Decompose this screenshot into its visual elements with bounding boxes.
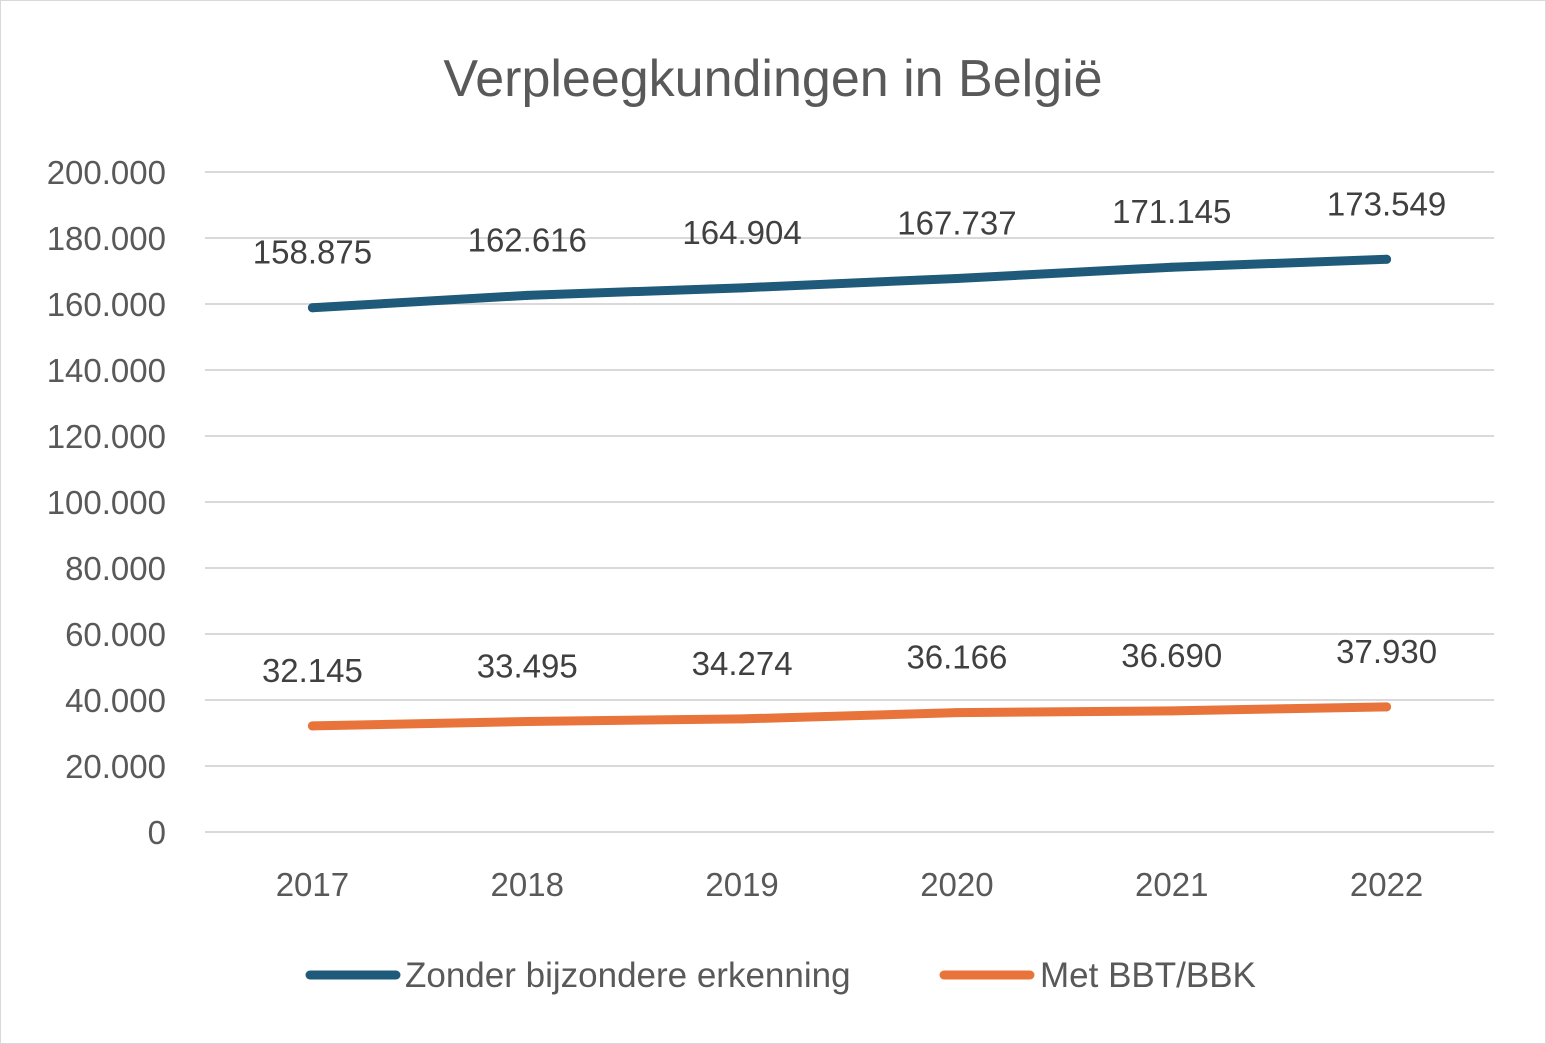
y-tick-label: 180.000 bbox=[47, 220, 166, 257]
series-line-1 bbox=[307, 254, 1392, 313]
x-tick-label: 2018 bbox=[491, 866, 564, 903]
data-labels: 158.875 162.616 164.904 167.737 171.145 173.5… bbox=[253, 185, 1446, 689]
data-label: 158.875 bbox=[253, 234, 372, 271]
x-tick-label: 2019 bbox=[705, 866, 778, 903]
x-tick-label: 2020 bbox=[920, 866, 993, 903]
data-label: 162.616 bbox=[468, 221, 587, 258]
y-tick-label: 140.000 bbox=[47, 352, 166, 389]
data-point bbox=[737, 283, 747, 293]
data-point bbox=[1382, 254, 1392, 264]
data-point bbox=[952, 273, 962, 283]
data-label: 34.274 bbox=[692, 645, 793, 682]
data-label: 36.690 bbox=[1121, 637, 1222, 674]
y-axis-ticks: 0 20.000 40.000 60.000 80.000 100.000 120.000 1… bbox=[47, 154, 166, 851]
legend: Zonder bijzondere erkenning Met BBT/BBK bbox=[305, 956, 1256, 995]
chart-title: Verpleegkundingen in België bbox=[443, 50, 1102, 108]
data-label: 171.145 bbox=[1112, 193, 1231, 230]
x-axis-ticks: 2017 2018 2019 2020 2021 2022 bbox=[276, 866, 1424, 903]
y-tick-label: 200.000 bbox=[47, 154, 166, 191]
y-tick-label: 40.000 bbox=[65, 682, 166, 719]
x-tick-label: 2021 bbox=[1135, 866, 1208, 903]
gridlines bbox=[205, 171, 1494, 833]
y-tick-label: 0 bbox=[148, 814, 166, 851]
data-label: 167.737 bbox=[897, 204, 1016, 241]
legend-label: Zonder bijzondere erkenning bbox=[405, 956, 851, 995]
data-point bbox=[737, 714, 747, 724]
series bbox=[307, 254, 1392, 731]
series-line-2 bbox=[307, 702, 1392, 731]
y-tick-label: 80.000 bbox=[65, 550, 166, 587]
data-point bbox=[952, 708, 962, 718]
y-tick-label: 100.000 bbox=[47, 484, 166, 521]
x-tick-label: 2022 bbox=[1350, 866, 1423, 903]
y-tick-label: 160.000 bbox=[47, 286, 166, 323]
data-point bbox=[307, 303, 317, 313]
data-label: 37.930 bbox=[1336, 633, 1437, 670]
y-tick-label: 20.000 bbox=[65, 748, 166, 785]
data-point bbox=[1382, 702, 1392, 712]
data-label: 33.495 bbox=[477, 647, 578, 684]
data-point bbox=[307, 721, 317, 731]
data-point bbox=[1167, 706, 1177, 716]
data-label: 173.549 bbox=[1327, 185, 1446, 222]
data-label: 36.166 bbox=[906, 639, 1007, 676]
x-tick-label: 2017 bbox=[276, 866, 349, 903]
data-point bbox=[522, 290, 532, 300]
data-point bbox=[522, 716, 532, 726]
y-tick-label: 60.000 bbox=[65, 616, 166, 653]
data-point bbox=[1167, 262, 1177, 272]
data-label: 164.904 bbox=[682, 214, 801, 251]
y-tick-label: 120.000 bbox=[47, 418, 166, 455]
legend-label: Met BBT/BBK bbox=[1040, 956, 1256, 995]
data-label: 32.145 bbox=[262, 652, 363, 689]
